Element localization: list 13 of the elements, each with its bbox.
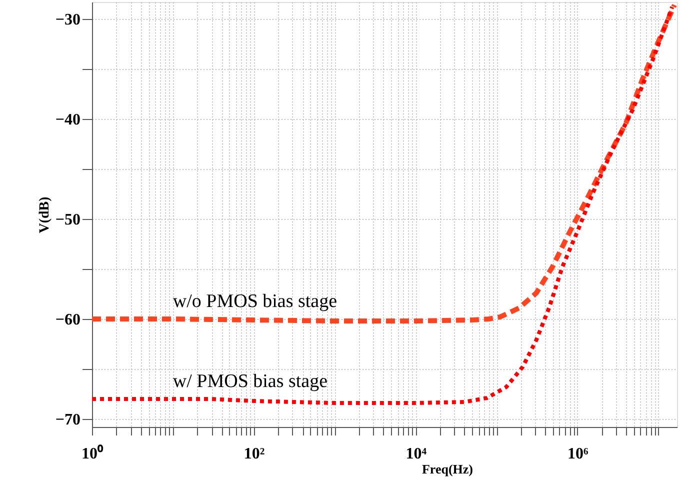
y-tick-label: −40 <box>55 112 80 128</box>
y-tick-label: −70 <box>55 412 80 428</box>
x-tick-label: 10² <box>244 446 265 462</box>
y-tick-label: −60 <box>55 312 80 328</box>
x-axis-title: Freq(Hz) <box>422 462 474 476</box>
series-label: w/ PMOS bias stage <box>172 371 328 392</box>
y-tick-label: −50 <box>55 212 80 228</box>
x-tick-label: 10⁴ <box>406 446 427 462</box>
y-tick-label: −30 <box>55 12 80 28</box>
x-tick-label: 10⁰ <box>82 444 104 462</box>
series-label: w/o PMOS bias stage <box>172 291 338 312</box>
x-tick-label: 10⁶ <box>568 446 589 462</box>
y-axis-title: V(dB) <box>37 196 52 234</box>
